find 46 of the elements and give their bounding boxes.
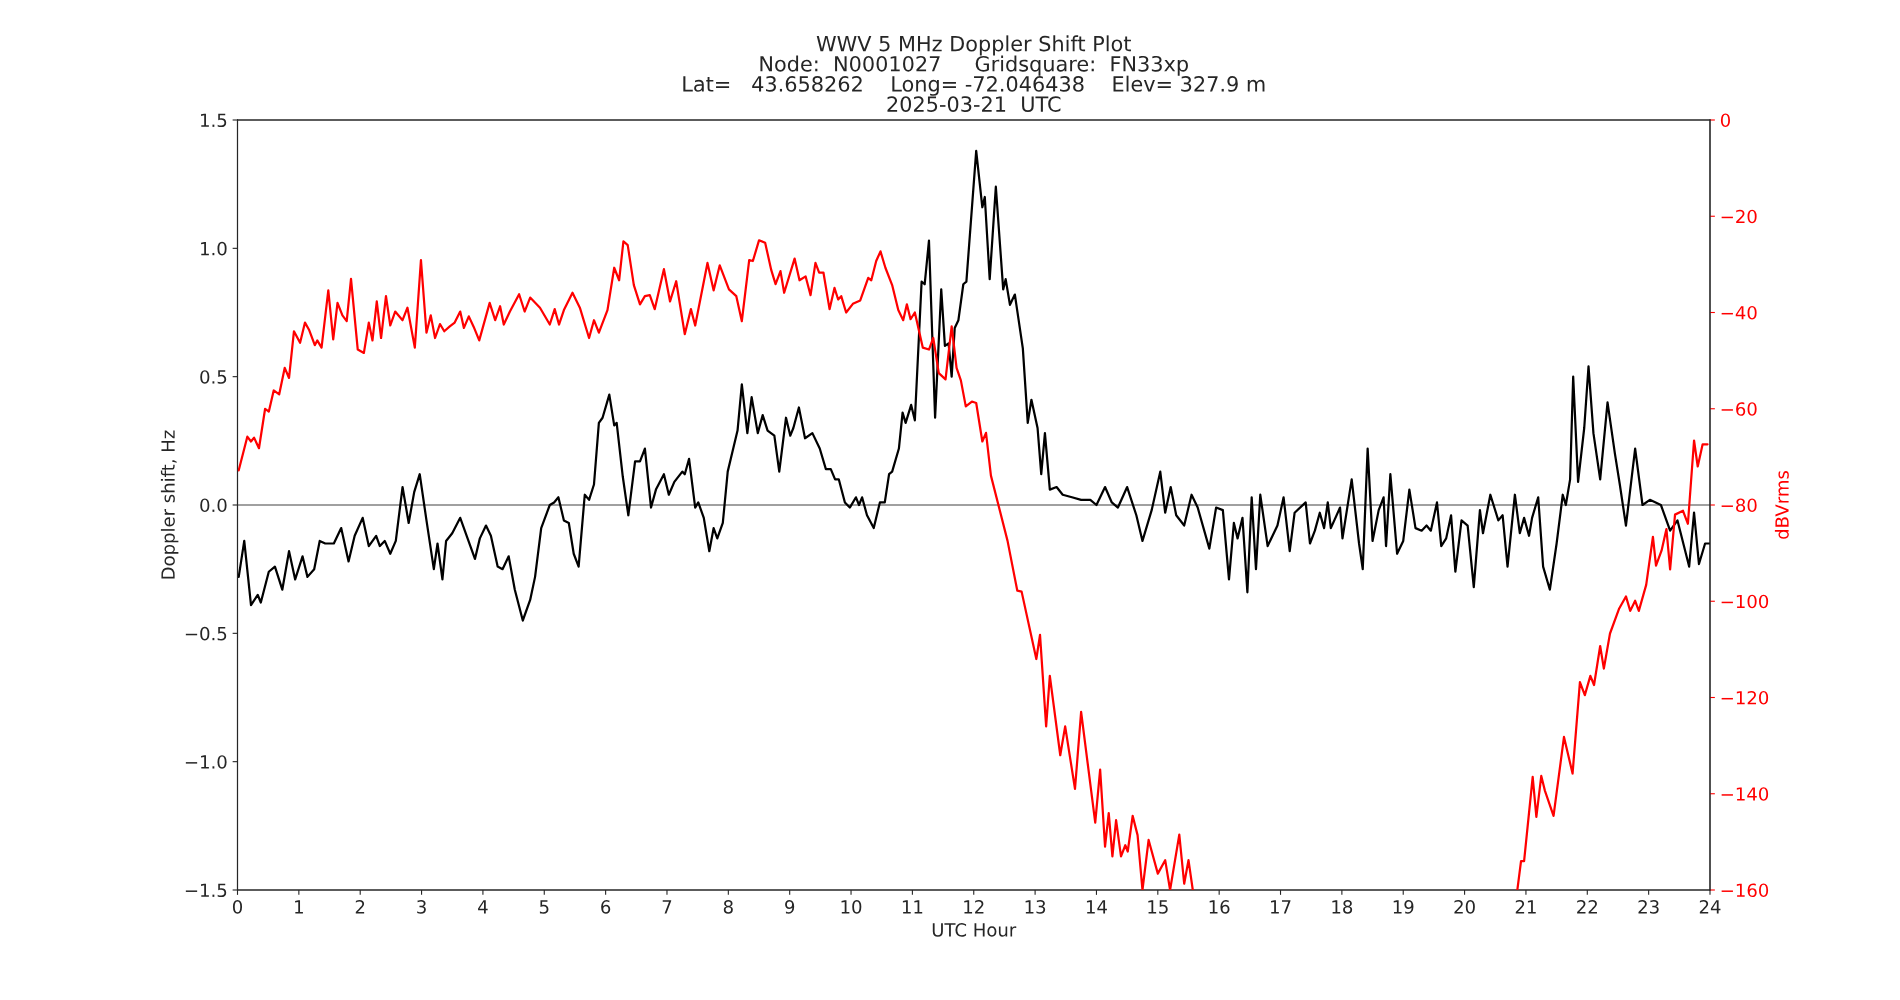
x-tick-label: 17 — [1271, 900, 1291, 914]
y-tick-label: 0.5 — [200, 370, 227, 384]
x-tick-label: 18 — [1332, 900, 1353, 914]
x-tick-label: 0 — [232, 900, 243, 914]
x-tick-label: 6 — [601, 900, 611, 914]
x-axis-title: UTC Hour — [932, 923, 1017, 937]
y-tick-label: 0.0 — [200, 498, 227, 513]
x-tick-label: 12 — [964, 900, 984, 914]
x-tick-label: 20 — [1454, 900, 1475, 914]
x-tick-label: 24 — [1699, 900, 1721, 914]
y-axis-title: Doppler shift, Hz — [160, 430, 179, 579]
y2-tick-label: −140 — [1721, 787, 1769, 801]
chart-title: WWV 5 MHz Doppler Shift Plot Node: N0001027 Gridsquare: FN33xp Lat= 43.658262 Long= -72.046438 Elev= 327.9 m 2025-03-21 UTC — [683, 35, 1265, 112]
y2-tick-label: −40 — [1721, 305, 1757, 320]
x-tick-label: 19 — [1393, 900, 1414, 914]
y2-tick-label: −160 — [1721, 883, 1769, 898]
x-tick-label: 3 — [417, 900, 426, 914]
x-tick-label: 7 — [662, 900, 672, 914]
y-tick-label: −0.5 — [185, 626, 227, 641]
x-tick-label: 13 — [1025, 900, 1046, 914]
x-tick-label: 2 — [355, 900, 365, 914]
y2-tick-label: −100 — [1721, 594, 1769, 609]
x-tick-label: 5 — [539, 900, 549, 914]
y2-tick-label: −20 — [1721, 209, 1757, 224]
line-series — [237, 149, 1710, 622]
y-tick-label: −1.5 — [185, 883, 227, 898]
y2-axis-title: dBVrms — [1774, 471, 1789, 539]
x-tick-label: 1 — [295, 900, 303, 914]
y2-tick-label: 0 — [1720, 113, 1731, 128]
y2-tick-label: −80 — [1721, 498, 1757, 513]
x-tick-label: 21 — [1515, 900, 1536, 914]
x-tick-label: 11 — [902, 900, 923, 914]
y-tick-label: 1.5 — [201, 113, 227, 128]
y2-tick-label: −60 — [1721, 402, 1757, 416]
x-tick-label: 16 — [1209, 900, 1230, 914]
x-tick-label: 15 — [1148, 900, 1168, 914]
x-tick-label: 14 — [1086, 900, 1107, 914]
x-tick-label: 10 — [841, 900, 862, 914]
x-tick-label: 8 — [723, 900, 733, 914]
y2-tick-label: −120 — [1721, 690, 1769, 705]
x-tick-label: 23 — [1638, 900, 1659, 914]
x-tick-label: 9 — [785, 900, 795, 914]
y-tick-label: −1.0 — [185, 755, 227, 769]
x-tick-label: 4 — [478, 900, 488, 914]
y-tick-label: 1.0 — [201, 241, 227, 256]
x-tick-label: 22 — [1577, 900, 1597, 914]
